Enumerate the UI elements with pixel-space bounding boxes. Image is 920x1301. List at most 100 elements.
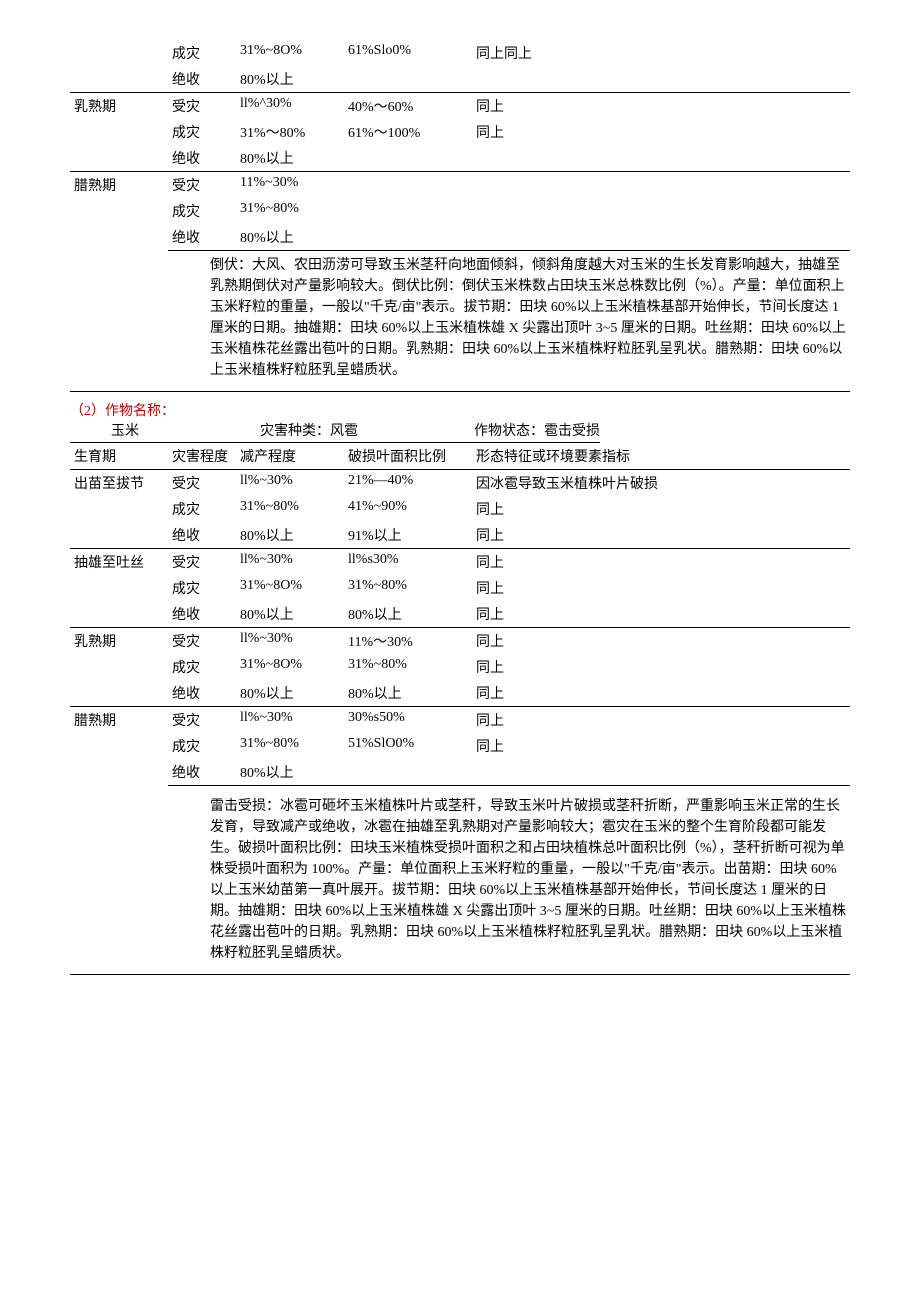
table-cell-reduce: 80%以上 xyxy=(236,66,344,93)
table-cell-ratio: 31%~80% xyxy=(344,575,472,601)
table-cell-ratio xyxy=(344,759,472,786)
table-cell-ratio xyxy=(344,145,472,172)
table-cell-level: 成灾 xyxy=(168,733,236,759)
table1-note: 倒伏：大风、农田沥涝可导致玉米茎秆向地面倾斜，倾斜角度越大对玉米的生长发育影响越… xyxy=(70,251,850,392)
table-cell-level: 绝收 xyxy=(168,680,236,707)
table-cell-note: 同上 xyxy=(472,93,850,120)
t2-col-level: 灾害程度 xyxy=(168,443,236,470)
t2-col-note: 形态特征或环境要素指标 xyxy=(472,443,850,470)
table-cell-level: 成灾 xyxy=(168,654,236,680)
table-cell-level: 绝收 xyxy=(168,522,236,549)
table-cell-ratio xyxy=(344,224,472,251)
table-cell-reduce: 31%~80% xyxy=(236,733,344,759)
table-cell-level: 受灾 xyxy=(168,470,236,497)
table-cell-level: 受灾 xyxy=(168,549,236,576)
table-cell-reduce: ll%~30% xyxy=(236,707,344,734)
table-cell-reduce: 80%以上 xyxy=(236,522,344,549)
t2-col-ratio: 破损叶面积比例 xyxy=(344,443,472,470)
table-cell-note xyxy=(472,145,850,172)
table-cell-reduce: 31%～80% xyxy=(236,119,344,145)
t2-col-reduce: 减产程度 xyxy=(236,443,344,470)
disaster-type-label: 灾害种类： xyxy=(260,424,330,439)
table-cell-stage: 抽雄至吐丝 xyxy=(70,549,168,628)
table-cell-reduce: ll%~30% xyxy=(236,470,344,497)
table-cell-level: 绝收 xyxy=(168,759,236,786)
table-cell-ratio: 51%SlO0% xyxy=(344,733,472,759)
disaster-table-1: 成灾31%~8O%61%Slo0%同上同上绝收80%以上乳熟期受灾ll%^30%… xyxy=(70,40,850,251)
table-cell-ratio: 91%以上 xyxy=(344,522,472,549)
table-cell-stage xyxy=(70,40,168,66)
crop-name-value: 玉米 xyxy=(70,420,180,440)
table-cell-stage: 乳熟期 xyxy=(70,93,168,172)
t2-col-stage: 生育期 xyxy=(70,443,168,470)
table-cell-reduce: ll%~30% xyxy=(236,628,344,655)
table2-note: 雷击受损：冰雹可砸坏玉米植株叶片或茎秆，导致玉米叶片破损或茎秆折断，严重影响玉米… xyxy=(70,792,850,975)
table-cell-reduce: 80%以上 xyxy=(236,759,344,786)
table-cell-reduce: 80%以上 xyxy=(236,145,344,172)
table-cell-ratio: 61%Slo0% xyxy=(344,40,472,66)
table-cell-note: 同上 xyxy=(472,707,850,734)
table-cell-note: 因冰雹导致玉米植株叶片破损 xyxy=(472,470,850,497)
table-cell-note xyxy=(472,66,850,93)
table-cell-level: 绝收 xyxy=(168,145,236,172)
table-cell-reduce: ll%^30% xyxy=(236,93,344,120)
section-2-header: （2）作物名称： 玉米 灾害种类： 风雹 作物状态：雹击受损 xyxy=(70,400,850,443)
table-cell-level: 绝收 xyxy=(168,601,236,628)
table-cell-ratio xyxy=(344,172,472,199)
table-cell-note xyxy=(472,759,850,786)
table-cell-stage: 出苗至拔节 xyxy=(70,470,168,549)
table-cell-ratio xyxy=(344,66,472,93)
table-cell-ratio: 41%~90% xyxy=(344,496,472,522)
table-cell-level: 受灾 xyxy=(168,707,236,734)
table-cell-stage: 乳熟期 xyxy=(70,628,168,707)
table-cell-level: 受灾 xyxy=(168,93,236,120)
table-cell-stage: 腊熟期 xyxy=(70,707,168,786)
table-cell-ratio: ll%s30% xyxy=(344,549,472,576)
table-cell-note: 同上 xyxy=(472,119,850,145)
table-cell-reduce: 31%~8O% xyxy=(236,40,344,66)
table-cell-level: 成灾 xyxy=(168,198,236,224)
table-cell-note: 同上同上 xyxy=(472,40,850,66)
table-cell-level: 绝收 xyxy=(168,66,236,93)
table-cell-reduce: 11%~30% xyxy=(236,172,344,199)
table-cell-level: 成灾 xyxy=(168,496,236,522)
table-cell-level: 成灾 xyxy=(168,119,236,145)
table-cell-ratio: 21%—40% xyxy=(344,470,472,497)
table-cell-ratio: 11%～30% xyxy=(344,628,472,655)
table-cell-level: 受灾 xyxy=(168,628,236,655)
table-cell-level: 绝收 xyxy=(168,224,236,251)
table-cell-ratio: 31%~80% xyxy=(344,654,472,680)
table-cell-note: 同上 xyxy=(472,654,850,680)
disaster-table-2: 生育期 灾害程度 减产程度 破损叶面积比例 形态特征或环境要素指标 出苗至拔节受… xyxy=(70,443,850,786)
table-cell-note: 同上 xyxy=(472,522,850,549)
table-cell-note xyxy=(472,198,850,224)
table-cell-reduce: 31%~8O% xyxy=(236,654,344,680)
crop-status-value: 雹击受损 xyxy=(544,424,600,439)
disaster-type-value: 风雹 xyxy=(330,420,440,440)
table-cell-ratio: 40%～60% xyxy=(344,93,472,120)
table-cell-reduce: 31%~80% xyxy=(236,496,344,522)
table-cell-note: 同上 xyxy=(472,601,850,628)
table-cell-note: 同上 xyxy=(472,733,850,759)
table-cell-ratio: 61%～100% xyxy=(344,119,472,145)
table-cell-note xyxy=(472,172,850,199)
table-cell-reduce: 80%以上 xyxy=(236,224,344,251)
crop-status-label: 作物状态： xyxy=(474,424,544,439)
table-cell-level: 成灾 xyxy=(168,40,236,66)
table-cell-ratio: 80%以上 xyxy=(344,601,472,628)
table-cell-level: 受灾 xyxy=(168,172,236,199)
table-cell-ratio: 80%以上 xyxy=(344,680,472,707)
table-cell-note: 同上 xyxy=(472,549,850,576)
table-cell-reduce: 80%以上 xyxy=(236,601,344,628)
table-cell-ratio: 30%s50% xyxy=(344,707,472,734)
table-cell-ratio xyxy=(344,198,472,224)
table-cell-note: 同上 xyxy=(472,496,850,522)
table-cell-level: 成灾 xyxy=(168,575,236,601)
table-cell-stage: 腊熟期 xyxy=(70,172,168,251)
table-cell-reduce: 80%以上 xyxy=(236,680,344,707)
table-cell-note xyxy=(472,224,850,251)
crop-name-label: （2）作物名称： xyxy=(70,400,600,420)
table-cell-reduce: 31%~8O% xyxy=(236,575,344,601)
table-cell-stage xyxy=(70,66,168,93)
table-cell-reduce: ll%~30% xyxy=(236,549,344,576)
